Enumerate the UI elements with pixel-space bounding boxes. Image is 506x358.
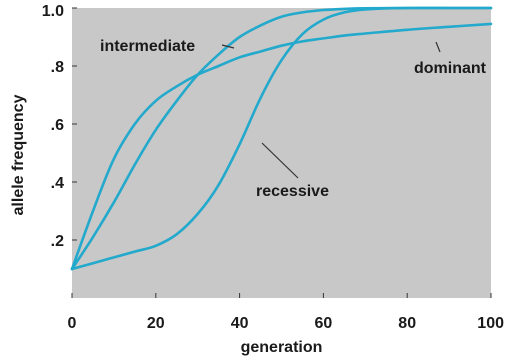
x-tick-label: 100 [477, 315, 504, 332]
y-tick-label: .8 [51, 59, 64, 76]
y-tick-label: .6 [51, 117, 64, 134]
leader-line-dominant [435, 41, 441, 53]
x-tick-label: 0 [68, 315, 77, 332]
series-label-recessive: recessive [256, 183, 329, 200]
x-tick-label: 20 [147, 315, 165, 332]
y-tick-label: .2 [51, 233, 64, 250]
series-label-intermediate: intermediate [100, 38, 195, 55]
series-label-dominant: dominant [414, 60, 487, 77]
series-labels: intermediate dominant recessive [100, 38, 487, 200]
y-axis-title: allele frequency [10, 94, 27, 215]
x-tick-label: 40 [231, 315, 249, 332]
x-tick-label: 60 [315, 315, 333, 332]
series-line-dominant [70, 22, 493, 271]
label-leader-lines [221, 41, 441, 179]
x-axis-ticks: 0 20 40 60 80 100 [68, 293, 504, 332]
leader-line-recessive [261, 142, 299, 179]
x-tick-label: 80 [398, 315, 416, 332]
x-axis-title: generation [241, 339, 323, 356]
y-tick-label: .4 [51, 175, 64, 192]
series-lines [70, 6, 493, 271]
y-axis-ticks: 1.0 .8 .6 .4 .2 [42, 3, 77, 250]
y-tick-label: 1.0 [42, 3, 64, 20]
leader-line-intermediate [221, 44, 235, 49]
series-line-recessive [70, 6, 493, 271]
